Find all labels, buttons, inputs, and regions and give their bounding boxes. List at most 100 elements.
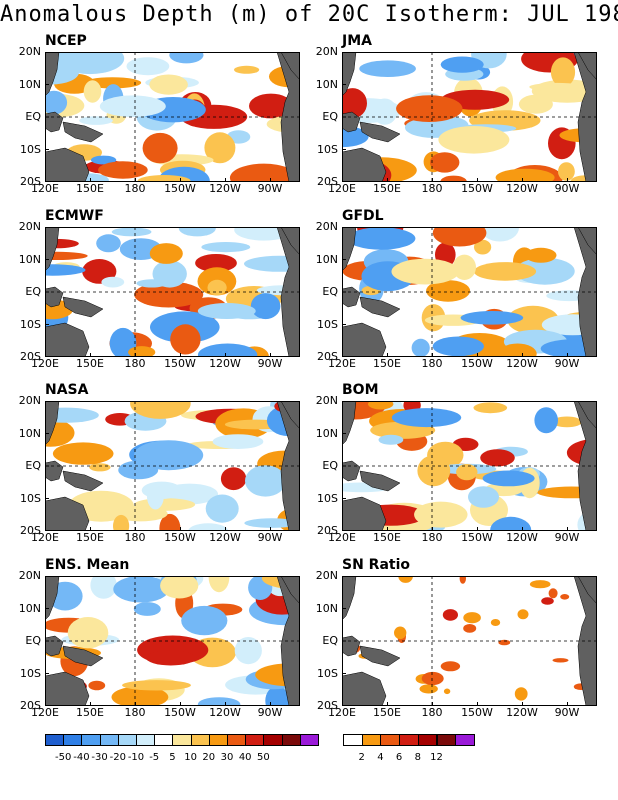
lon-label: 150E [76, 182, 104, 195]
lat-label: 10S [20, 666, 41, 680]
anomaly-contour [550, 57, 576, 87]
anomaly-contour [473, 402, 508, 414]
lon-label: 90W [257, 357, 283, 370]
anomaly-contour [541, 597, 554, 605]
lon-label: 120E [31, 531, 59, 544]
anomaly-contour [540, 339, 597, 357]
figure-title: Anomalous Depth (m) of 20C Isotherm: JUL… [0, 2, 618, 27]
lat-label: 20S [20, 699, 41, 712]
anomaly-contour [45, 407, 99, 423]
lat-label: 10N [18, 77, 41, 91]
anomaly-contour [440, 175, 467, 182]
lat-label: 20S [317, 350, 338, 363]
anomaly-contour [134, 498, 196, 511]
lon-label: 120E [31, 182, 59, 195]
lon-label: 150W [461, 182, 493, 195]
anomaly-contour [67, 617, 109, 649]
lon-label: 150E [373, 531, 401, 544]
lat-label: 20S [317, 699, 338, 712]
landmass [577, 401, 597, 430]
landmass [45, 671, 90, 706]
colorbar-swatch [154, 734, 174, 746]
anomaly-contour [473, 262, 537, 281]
landmass [62, 296, 104, 318]
lat-label: 20S [20, 524, 41, 537]
lat-label: EQ [25, 459, 41, 472]
colorbar-label: -40 [73, 752, 90, 763]
anomaly-contour [52, 442, 114, 465]
anomaly-contour [160, 576, 199, 599]
colorbar-swatch [263, 734, 283, 746]
colorbar-label: 30 [220, 752, 234, 763]
anomaly-contour [113, 514, 130, 531]
lat-label: 20N [315, 220, 338, 233]
anomaly-contour [204, 132, 236, 164]
anomaly-contour [482, 470, 535, 487]
anomaly-contour [498, 639, 511, 646]
anomaly-contour [552, 658, 569, 663]
anomaly-contour [152, 260, 187, 288]
colorbar-swatch [190, 734, 210, 746]
lat-label: 10S [317, 142, 338, 156]
colorbar-swatch [81, 734, 101, 746]
landmass [342, 496, 387, 531]
anomaly-contour [430, 152, 460, 173]
landmass [577, 227, 597, 256]
lat-label: EQ [25, 634, 41, 647]
colorbar-swatch [299, 734, 319, 746]
anomaly-contour [101, 276, 125, 288]
colorbar-swatch [380, 734, 401, 746]
colorbar-swatch [172, 734, 192, 746]
panel-title: NCEP [45, 33, 87, 49]
anomaly-contour [234, 65, 260, 74]
anomaly-contour [45, 251, 88, 260]
anomaly-contour [197, 343, 258, 357]
lon-label: 180 [124, 706, 146, 719]
lat-label: EQ [322, 634, 338, 647]
anomaly-contour [378, 434, 404, 445]
lat-label: EQ [322, 459, 338, 472]
lat-label: 20S [20, 175, 41, 188]
lon-label: 180 [124, 531, 146, 544]
colorbar-swatch [281, 734, 301, 746]
anomaly-contour [372, 98, 398, 125]
anomaly-contour [250, 293, 281, 320]
lon-label: 150E [373, 182, 401, 195]
colorbar-label: -20 [109, 752, 126, 763]
colorbar-swatch [99, 734, 119, 746]
lon-label: 90W [554, 182, 580, 195]
colorbar-label: 5 [169, 752, 176, 763]
lon-label: 150E [373, 706, 401, 719]
lon-label: 120W [209, 706, 241, 719]
lat-label: 10N [315, 252, 338, 266]
lon-label: 180 [124, 182, 146, 195]
anomaly-contour [88, 680, 106, 691]
landmass [45, 496, 90, 531]
lat-label: 20S [317, 175, 338, 188]
anomaly-contour [432, 227, 487, 247]
anomaly-contour [197, 303, 256, 319]
anomaly-contour [244, 255, 300, 272]
lon-label: 150W [461, 706, 493, 719]
panel-title: BOM [342, 382, 379, 398]
anomaly-contour [495, 168, 555, 182]
anomaly-contour [426, 280, 471, 302]
anomaly-contour [212, 434, 264, 449]
panel-title: NASA [45, 382, 89, 398]
lon-label: 120W [209, 531, 241, 544]
lat-label: 20S [317, 524, 338, 537]
anomaly-contour [498, 343, 537, 357]
lat-label: 20N [315, 569, 338, 582]
lon-label: 120W [209, 182, 241, 195]
landmass [342, 671, 387, 706]
anomaly-contour [414, 501, 468, 528]
colorbar-label: 40 [238, 752, 252, 763]
anomaly-contour [525, 247, 557, 263]
colorbar-swatch [45, 734, 65, 746]
landmass [62, 645, 104, 667]
lat-label: 10N [18, 252, 41, 266]
lat-label: 10N [315, 601, 338, 615]
landmass [573, 52, 597, 182]
ocean-map [45, 52, 300, 182]
anomaly-contour [245, 465, 286, 497]
